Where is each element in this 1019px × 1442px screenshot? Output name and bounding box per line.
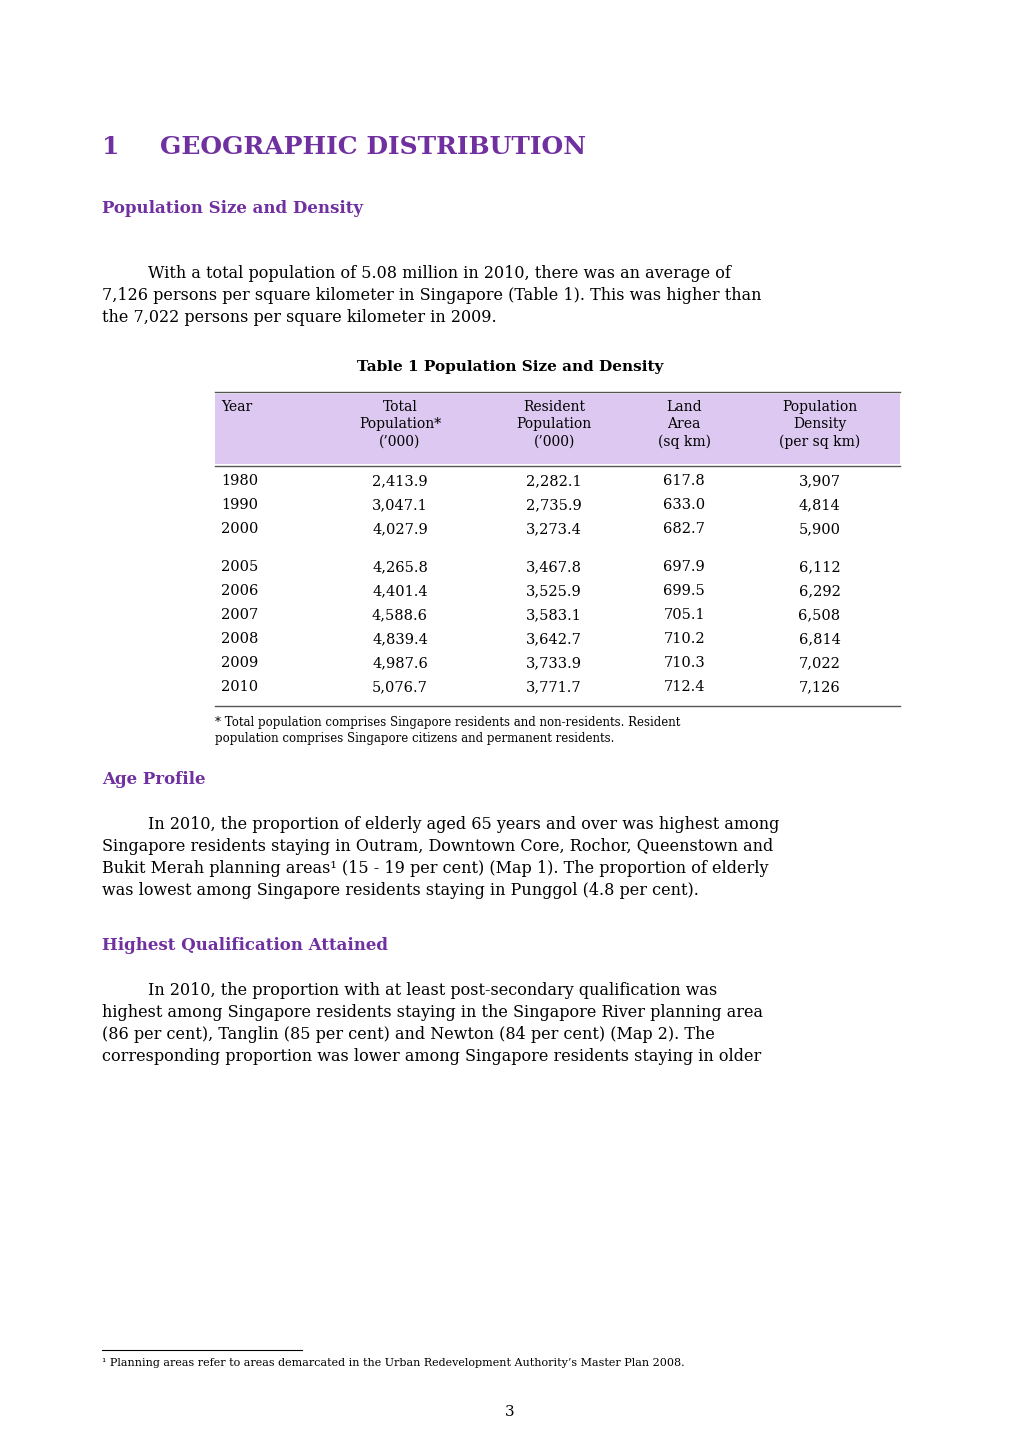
Text: 705.1: 705.1	[662, 609, 704, 622]
Text: 1980: 1980	[221, 474, 258, 487]
Text: 6,292: 6,292	[798, 584, 840, 598]
Text: 697.9: 697.9	[662, 559, 704, 574]
Text: 710.3: 710.3	[662, 656, 704, 671]
Text: Resident
Population
(’000): Resident Population (’000)	[516, 399, 591, 448]
Text: 2006: 2006	[221, 584, 258, 598]
Text: highest among Singapore residents staying in the Singapore River planning area: highest among Singapore residents stayin…	[102, 1004, 762, 1021]
Text: 712.4: 712.4	[662, 681, 704, 694]
Text: was lowest among Singapore residents staying in Punggol (4.8 per cent).: was lowest among Singapore residents sta…	[102, 883, 698, 898]
Text: 7,126 persons per square kilometer in Singapore (Table 1). This was higher than: 7,126 persons per square kilometer in Si…	[102, 287, 761, 304]
Text: population comprises Singapore citizens and permanent residents.: population comprises Singapore citizens …	[215, 733, 613, 746]
Text: 6,814: 6,814	[798, 632, 840, 646]
Text: 2000: 2000	[221, 522, 258, 536]
Text: ¹ Planning areas refer to areas demarcated in the Urban Redevelopment Authority’: ¹ Planning areas refer to areas demarcat…	[102, 1358, 684, 1368]
Text: Highest Qualification Attained: Highest Qualification Attained	[102, 937, 387, 955]
Text: 4,839.4: 4,839.4	[372, 632, 427, 646]
Text: 2005: 2005	[221, 559, 258, 574]
Text: 2008: 2008	[221, 632, 258, 646]
Text: 2009: 2009	[221, 656, 258, 671]
Text: 5,900: 5,900	[798, 522, 840, 536]
Text: 4,265.8: 4,265.8	[372, 559, 427, 574]
Text: 3,771.7: 3,771.7	[526, 681, 581, 694]
Text: 7,126: 7,126	[798, 681, 840, 694]
Text: 3: 3	[504, 1405, 515, 1419]
Text: 4,401.4: 4,401.4	[372, 584, 427, 598]
Text: 699.5: 699.5	[662, 584, 704, 598]
Text: 1: 1	[102, 136, 119, 159]
Text: 3,733.9: 3,733.9	[526, 656, 582, 671]
Text: Singapore residents staying in Outram, Downtown Core, Rochor, Queenstown and: Singapore residents staying in Outram, D…	[102, 838, 772, 855]
Text: Year: Year	[221, 399, 252, 414]
Text: Total
Population*
(’000): Total Population* (’000)	[359, 399, 440, 448]
Text: 2,413.9: 2,413.9	[372, 474, 427, 487]
Text: the 7,022 persons per square kilometer in 2009.: the 7,022 persons per square kilometer i…	[102, 309, 496, 326]
Text: 4,588.6: 4,588.6	[372, 609, 428, 622]
Text: 2010: 2010	[221, 681, 258, 694]
Text: GEOGRAPHIC DISTRIBUTION: GEOGRAPHIC DISTRIBUTION	[160, 136, 586, 159]
Text: * Total population comprises Singapore residents and non-residents. Resident: * Total population comprises Singapore r…	[215, 717, 680, 730]
Text: 3,467.8: 3,467.8	[526, 559, 582, 574]
Text: 4,987.6: 4,987.6	[372, 656, 427, 671]
Text: 7,022: 7,022	[798, 656, 840, 671]
Text: 682.7: 682.7	[662, 522, 704, 536]
Text: With a total population of 5.08 million in 2010, there was an average of: With a total population of 5.08 million …	[148, 265, 731, 283]
Text: 3,907: 3,907	[798, 474, 840, 487]
Text: Table 1 Population Size and Density: Table 1 Population Size and Density	[357, 360, 662, 373]
Text: Land
Area
(sq km): Land Area (sq km)	[657, 399, 710, 448]
Text: 2,735.9: 2,735.9	[526, 497, 582, 512]
Text: 3,047.1: 3,047.1	[372, 497, 427, 512]
Text: 4,027.9: 4,027.9	[372, 522, 427, 536]
Text: 6,112: 6,112	[798, 559, 840, 574]
Text: 3,642.7: 3,642.7	[526, 632, 582, 646]
Text: 3,273.4: 3,273.4	[526, 522, 582, 536]
Text: In 2010, the proportion with at least post-secondary qualification was: In 2010, the proportion with at least po…	[148, 982, 716, 999]
Text: (86 per cent), Tanglin (85 per cent) and Newton (84 per cent) (Map 2). The: (86 per cent), Tanglin (85 per cent) and…	[102, 1027, 714, 1043]
Text: 3,583.1: 3,583.1	[526, 609, 582, 622]
Text: Bukit Merah planning areas¹ (15 - 19 per cent) (Map 1). The proportion of elderl: Bukit Merah planning areas¹ (15 - 19 per…	[102, 859, 767, 877]
Text: 6,508: 6,508	[798, 609, 840, 622]
Text: Age Profile: Age Profile	[102, 771, 205, 787]
Text: 710.2: 710.2	[662, 632, 704, 646]
Text: Population
Density
(per sq km): Population Density (per sq km)	[779, 399, 859, 448]
Text: 617.8: 617.8	[662, 474, 704, 487]
Text: 4,814: 4,814	[798, 497, 840, 512]
Text: In 2010, the proportion of elderly aged 65 years and over was highest among: In 2010, the proportion of elderly aged …	[148, 816, 779, 833]
Text: 3,525.9: 3,525.9	[526, 584, 582, 598]
Text: 5,076.7: 5,076.7	[372, 681, 427, 694]
FancyBboxPatch shape	[215, 394, 899, 464]
Text: 2,282.1: 2,282.1	[526, 474, 581, 487]
Text: 1990: 1990	[221, 497, 258, 512]
Text: 633.0: 633.0	[662, 497, 704, 512]
Text: Population Size and Density: Population Size and Density	[102, 200, 363, 216]
Text: 2007: 2007	[221, 609, 258, 622]
Text: corresponding proportion was lower among Singapore residents staying in older: corresponding proportion was lower among…	[102, 1048, 760, 1066]
